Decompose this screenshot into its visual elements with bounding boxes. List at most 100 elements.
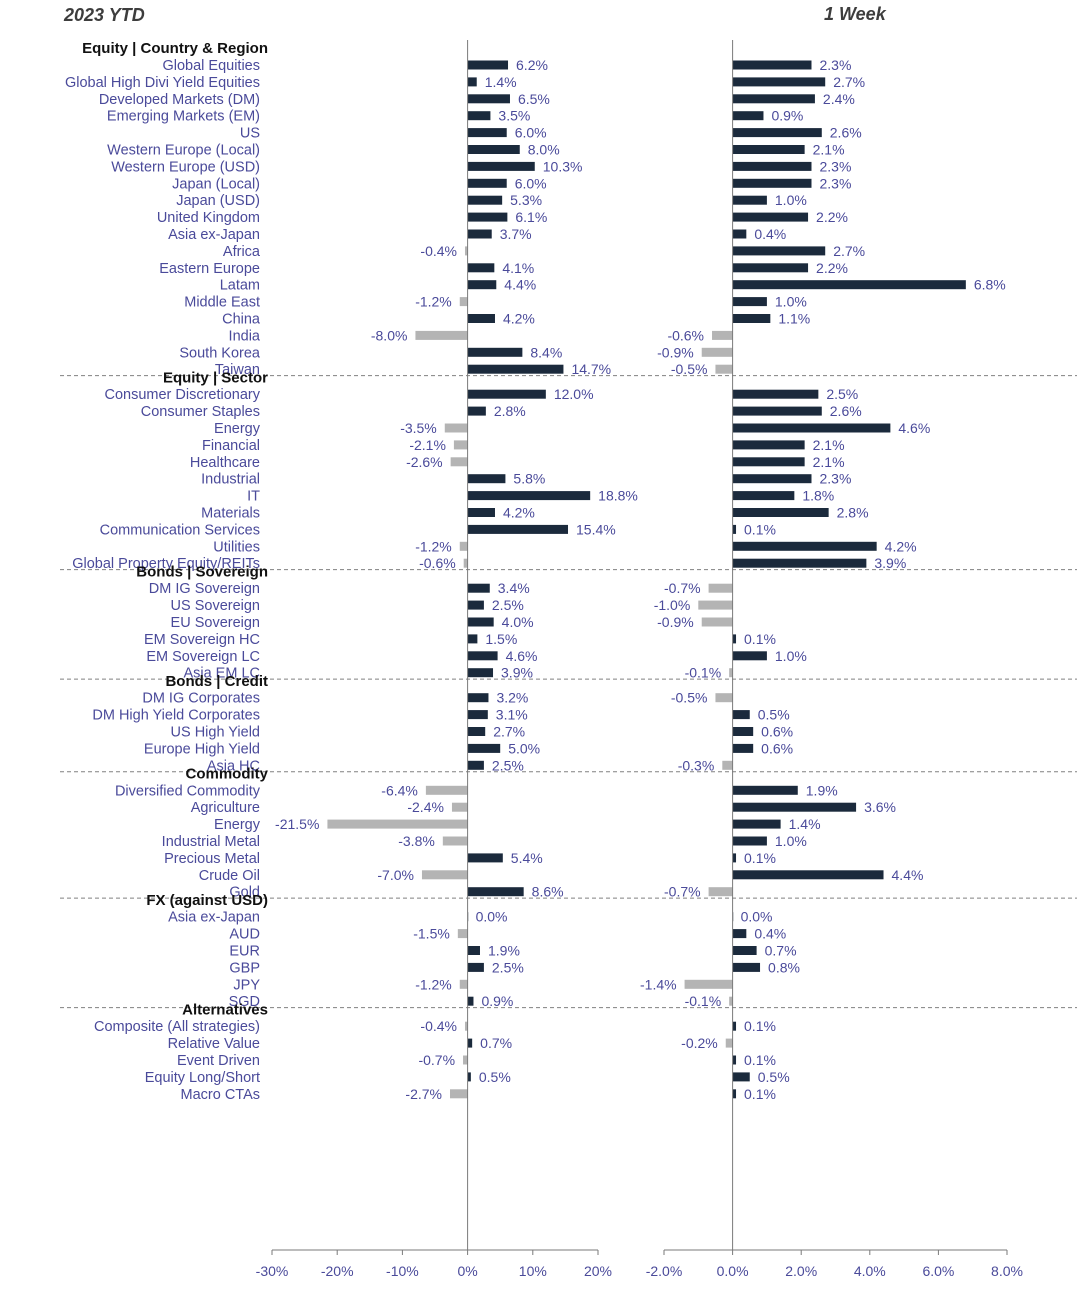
value-label-ytd: 15.4% — [576, 521, 616, 537]
bar-week — [732, 128, 822, 138]
bar-ytd — [442, 836, 468, 846]
bar-ytd — [467, 128, 507, 138]
bar-week — [729, 996, 733, 1006]
bar-week — [732, 1072, 750, 1082]
bar-ytd — [444, 423, 468, 433]
bar-week — [732, 651, 767, 661]
value-label-ytd: 3.2% — [496, 690, 528, 706]
value-label-ytd: -0.4% — [420, 243, 457, 259]
bar-week — [732, 314, 771, 323]
value-label-ytd: 2.8% — [494, 403, 526, 419]
bar-week — [701, 347, 733, 357]
value-label-week: -0.7% — [664, 884, 701, 900]
bar-week — [732, 161, 812, 171]
value-label-ytd: 3.7% — [500, 226, 532, 242]
category-label: EM Sovereign HC — [144, 632, 260, 648]
value-label-ytd: -1.2% — [415, 538, 452, 554]
bar-week — [732, 524, 737, 534]
bar-ytd — [467, 145, 520, 154]
category-label: Western Europe (USD) — [111, 159, 260, 175]
value-label-week: 2.4% — [823, 91, 855, 107]
value-label-ytd: 2.5% — [492, 597, 524, 613]
category-label: Taiwan — [215, 362, 260, 378]
value-label-week: 0.1% — [744, 521, 776, 537]
value-label-week: 0.0% — [741, 909, 773, 925]
value-label-week: 1.0% — [775, 192, 807, 208]
bar-ytd — [467, 111, 491, 121]
bar-week — [732, 836, 767, 846]
bar-ytd — [467, 474, 506, 484]
bar-week — [732, 727, 754, 736]
value-label-week: 0.5% — [758, 707, 790, 723]
bar-ytd — [421, 870, 468, 880]
bar-ytd — [463, 558, 468, 568]
category-label: DM IG Sovereign — [149, 581, 260, 597]
value-label-ytd: 6.1% — [515, 209, 547, 225]
category-label: Global High Divi Yield Equities — [65, 75, 260, 91]
x-tick-label-week: 6.0% — [922, 1263, 954, 1279]
category-label: US — [240, 126, 260, 142]
value-label-ytd: -2.1% — [409, 437, 446, 453]
bar-week — [732, 263, 809, 273]
bar-ytd — [450, 457, 468, 467]
value-label-ytd: 8.4% — [530, 344, 562, 360]
bar-week — [732, 178, 812, 188]
value-label-ytd: 1.5% — [485, 631, 517, 647]
x-tick-label-ytd: 10% — [519, 1263, 547, 1279]
value-label-ytd: 5.3% — [510, 192, 542, 208]
category-label: Asia ex-Japan — [168, 910, 260, 926]
value-label-ytd: -2.4% — [407, 799, 444, 815]
bar-ytd — [464, 246, 468, 256]
value-label-week: 0.1% — [744, 850, 776, 866]
bar-week — [729, 668, 733, 678]
value-label-ytd: 4.2% — [503, 311, 535, 327]
bar-week — [732, 195, 767, 205]
category-label: JPY — [233, 977, 260, 993]
bar-ytd — [453, 440, 468, 450]
bar-week — [715, 364, 733, 374]
value-label-week: 2.2% — [816, 209, 848, 225]
value-label-week: 0.8% — [768, 959, 800, 975]
category-label: EUR — [229, 944, 260, 960]
bar-week — [732, 710, 750, 720]
x-tick-label-week: 2.0% — [785, 1263, 817, 1279]
value-label-ytd: 0.5% — [479, 1069, 511, 1085]
value-label-week: 2.2% — [816, 260, 848, 276]
value-label-week: 2.3% — [819, 175, 851, 191]
bar-week — [732, 457, 805, 467]
category-label: Asia EM LC — [183, 666, 260, 682]
value-label-week: 0.1% — [744, 631, 776, 647]
bar-ytd — [467, 887, 524, 897]
value-label-ytd: -0.6% — [419, 555, 456, 571]
category-label: Western Europe (Local) — [107, 143, 260, 159]
value-label-ytd: -3.5% — [400, 420, 437, 436]
bar-ytd — [467, 583, 490, 593]
value-label-ytd: 6.0% — [515, 175, 547, 191]
value-label-week: 3.9% — [874, 555, 906, 571]
bar-week — [732, 634, 737, 644]
bar-week — [732, 541, 877, 551]
bar-week — [732, 819, 781, 829]
category-label: Industrial Metal — [162, 834, 260, 850]
category-label: Precious Metal — [164, 851, 260, 867]
value-label-ytd: 4.0% — [502, 614, 534, 630]
value-label-ytd: -3.8% — [398, 833, 435, 849]
category-label: EM Sovereign LC — [146, 649, 260, 665]
value-label-week: 2.5% — [826, 386, 858, 402]
bar-ytd — [467, 508, 495, 517]
category-label: Event Driven — [177, 1053, 260, 1069]
value-label-ytd: -21.5% — [275, 816, 319, 832]
category-label: Middle East — [184, 295, 260, 311]
value-label-week: 1.0% — [775, 648, 807, 664]
bars — [327, 60, 966, 1099]
value-label-week: 2.3% — [819, 158, 851, 174]
x-tick-label-ytd: 20% — [584, 1263, 612, 1279]
bar-week — [732, 946, 757, 955]
bar-week — [732, 474, 812, 484]
category-label: US Sovereign — [171, 598, 260, 614]
bar-ytd — [467, 389, 546, 399]
value-label-week: 3.6% — [864, 799, 896, 815]
bar-ytd — [449, 1089, 468, 1099]
bar-week — [708, 887, 733, 897]
category-label: DM IG Corporates — [142, 691, 260, 707]
